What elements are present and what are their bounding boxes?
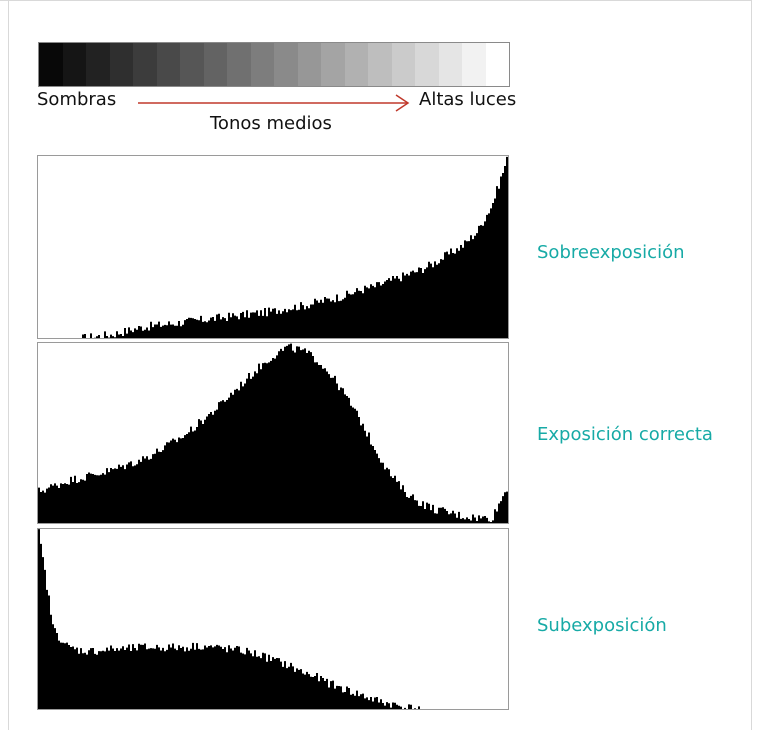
highlights-label: Altas luces: [419, 89, 517, 110]
gradient-step: [39, 43, 63, 86]
gradient-step: [156, 43, 180, 86]
gradient-step: [86, 43, 110, 86]
gradient-step: [227, 43, 251, 86]
gradient-step: [485, 43, 509, 86]
gradient-step: [462, 43, 486, 86]
figure-left-rule: [0, 0, 9, 730]
gradient-step: [180, 43, 204, 86]
gradient-step: [391, 43, 415, 86]
gradient-step: [368, 43, 392, 86]
gradient-step: [344, 43, 368, 86]
histogram-overexposed-plot: [38, 156, 508, 338]
tonal-gradient-bar: [38, 42, 510, 87]
gradient-step: [321, 43, 345, 86]
gradient-step: [62, 43, 86, 86]
gradient-step: [297, 43, 321, 86]
shadows-label: Sombras: [37, 89, 117, 110]
midtones-label: Tonos medios: [210, 113, 332, 134]
tonal-range-arrow: [138, 94, 410, 112]
gradient-step: [438, 43, 462, 86]
histogram-area: [38, 529, 508, 709]
histogram-area: [38, 156, 508, 338]
gradient-step: [250, 43, 274, 86]
gradient-step: [133, 43, 157, 86]
underexposed-label: Subexposición: [537, 615, 667, 636]
histogram-underexposed: [37, 528, 509, 710]
overexposed-label: Sobreexposición: [537, 242, 685, 263]
correct-exposure-label: Exposición correcta: [537, 424, 713, 445]
gradient-step: [415, 43, 439, 86]
gradient-step: [109, 43, 133, 86]
gradient-step: [203, 43, 227, 86]
histogram-area: [38, 343, 508, 523]
histogram-underexposed-plot: [38, 529, 508, 709]
histogram-correct: [37, 342, 509, 524]
histogram-overexposed: [37, 155, 509, 339]
gradient-step: [274, 43, 298, 86]
histogram-correct-plot: [38, 343, 508, 523]
